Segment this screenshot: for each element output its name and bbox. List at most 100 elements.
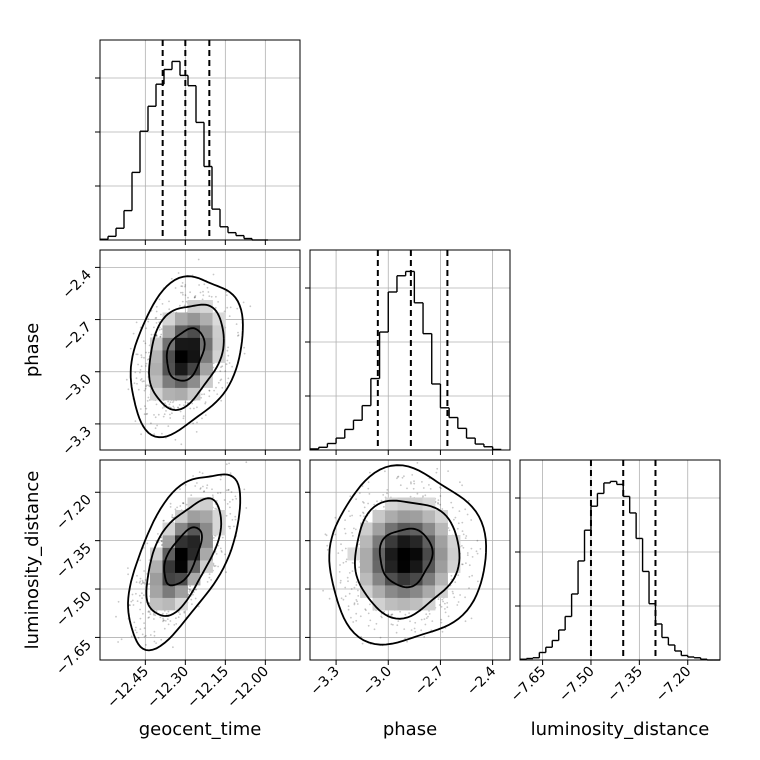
sample-point (206, 581, 209, 583)
sample-point (390, 623, 393, 626)
sample-point (212, 562, 215, 565)
sample-point (461, 530, 464, 532)
sample-point (340, 597, 343, 600)
sample-point (223, 310, 226, 313)
sample-point (223, 499, 226, 501)
contour-level-1 (163, 526, 203, 587)
sample-point (160, 313, 162, 316)
sample-point (236, 307, 239, 310)
sample-point (160, 333, 163, 336)
sample-point (167, 610, 170, 613)
sample-point (195, 431, 198, 433)
sample-point (451, 506, 454, 509)
sample-point (172, 405, 175, 408)
sample-point (154, 614, 157, 617)
sample-point (140, 433, 143, 436)
sample-point (226, 359, 229, 362)
sample-point (249, 305, 252, 308)
sample-point (141, 380, 144, 383)
sample-point (177, 407, 180, 409)
sample-point (342, 561, 345, 564)
sample-point (145, 634, 147, 637)
sample-point (184, 484, 187, 486)
sample-point (145, 384, 148, 387)
sample-point (169, 506, 172, 508)
x-tick-label: −12.00 (224, 664, 272, 712)
density-cell (385, 597, 398, 611)
y-tick-label: −7.65 (53, 637, 95, 679)
density-cell (150, 350, 163, 363)
sample-point (194, 295, 197, 297)
sample-point (470, 547, 473, 550)
sample-point (182, 415, 185, 417)
sample-point (465, 535, 468, 537)
sample-point (353, 603, 356, 606)
sample-point (416, 462, 419, 464)
sample-point (139, 617, 142, 620)
density-cell (385, 560, 398, 573)
sample-point (208, 389, 211, 392)
sample-point (162, 415, 165, 418)
sample-point (143, 356, 145, 359)
sample-point (145, 365, 147, 367)
sample-point (170, 277, 173, 280)
sample-point (193, 296, 196, 299)
contour-level-3 (129, 275, 244, 439)
sample-point (176, 506, 179, 509)
y-tick-label: −3.0 (59, 371, 94, 406)
sample-point (215, 295, 217, 298)
density-cell (200, 300, 213, 313)
sample-point (143, 389, 146, 392)
sample-point (189, 407, 192, 410)
density-cell (187, 387, 201, 401)
sample-point (361, 485, 364, 487)
sample-point (346, 576, 349, 579)
sample-point (147, 318, 150, 320)
sample-point (163, 406, 166, 408)
sample-point (230, 491, 233, 493)
sample-point (229, 525, 231, 528)
sample-point (227, 488, 230, 491)
sample-point (208, 395, 211, 398)
sample-point (423, 618, 426, 620)
sample-point (225, 463, 228, 466)
sample-point (168, 308, 171, 311)
sample-point (360, 635, 362, 638)
sample-point (444, 608, 446, 610)
sample-point (178, 404, 181, 406)
sample-point (229, 512, 232, 515)
sample-point (144, 405, 146, 407)
sample-point (221, 536, 224, 539)
sample-point (159, 335, 162, 338)
sample-point (235, 497, 238, 500)
sample-point (183, 404, 185, 407)
sample-point (212, 537, 215, 539)
sample-point (217, 544, 220, 547)
density-cell (175, 387, 188, 401)
sample-point (198, 284, 201, 286)
sample-point (220, 475, 223, 478)
sample-point (120, 638, 123, 641)
sample-point (154, 416, 157, 419)
sample-point (117, 600, 120, 603)
density-cell (212, 522, 226, 536)
x-tick-label: −12.15 (184, 664, 232, 712)
sample-point (117, 641, 119, 643)
sample-point (127, 573, 129, 576)
sample-point (147, 384, 149, 387)
density-cell (175, 350, 188, 363)
sample-point (436, 467, 439, 470)
sample-point (428, 484, 430, 486)
sample-point (476, 539, 479, 542)
sample-point (214, 535, 217, 537)
sample-point (219, 478, 222, 481)
sample-point (224, 553, 226, 556)
sample-point (148, 583, 150, 585)
sample-point (362, 511, 364, 514)
sample-point (351, 562, 354, 564)
x-axis-label: phase (383, 719, 437, 740)
sample-point (198, 471, 201, 473)
panel-frame (99, 459, 301, 661)
sample-point (220, 550, 223, 552)
sample-point (440, 618, 443, 621)
